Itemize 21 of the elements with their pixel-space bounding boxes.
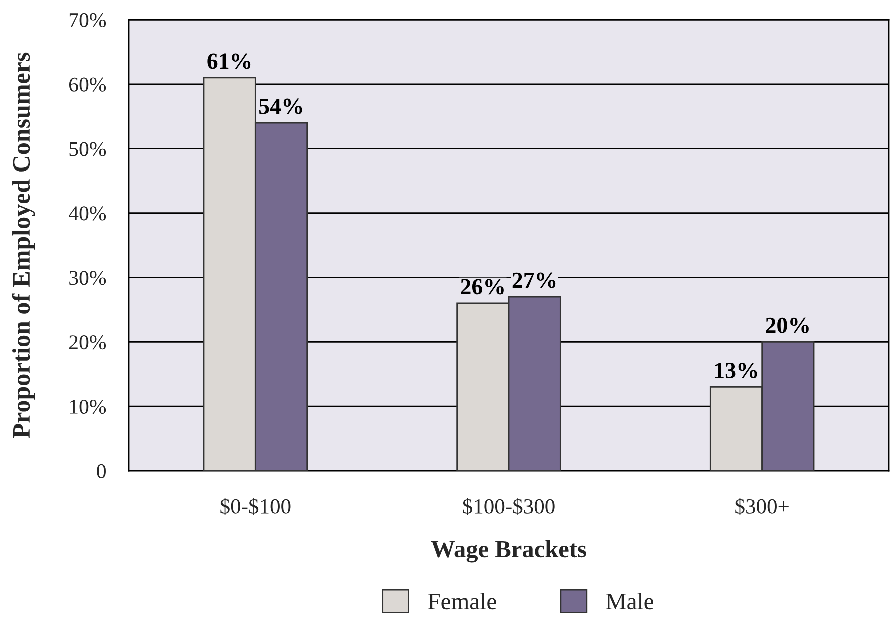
data-label: 26% — [461, 279, 504, 295]
x-tick-label: $100-$300 — [463, 498, 555, 516]
data-label: 54% — [260, 98, 302, 114]
y-axis-title: Proportion of Employed Consumers — [12, 52, 36, 438]
y-tick-label: 30% — [70, 271, 106, 286]
x-tick-label: $300+ — [736, 498, 789, 516]
data-label: 27% — [512, 272, 556, 288]
y-tick-label: 70% — [70, 13, 106, 28]
y-tick-label: 10% — [70, 400, 106, 414]
data-label: 20% — [766, 318, 809, 334]
y-tick-label: 60% — [69, 78, 106, 92]
y-tick-label: 20% — [70, 336, 106, 350]
legend-label: Female — [428, 593, 496, 610]
y-tick-label: 40% — [69, 206, 106, 221]
data-label: 61% — [208, 54, 251, 70]
y-tick-label: 50% — [70, 142, 106, 156]
y-tick-label: 0 — [97, 464, 106, 478]
x-tick-label: $0-$100 — [220, 498, 291, 516]
data-label: 13% — [715, 362, 758, 378]
x-axis-title: Wage Brackets — [431, 540, 586, 563]
legend-label: Male — [606, 593, 654, 610]
